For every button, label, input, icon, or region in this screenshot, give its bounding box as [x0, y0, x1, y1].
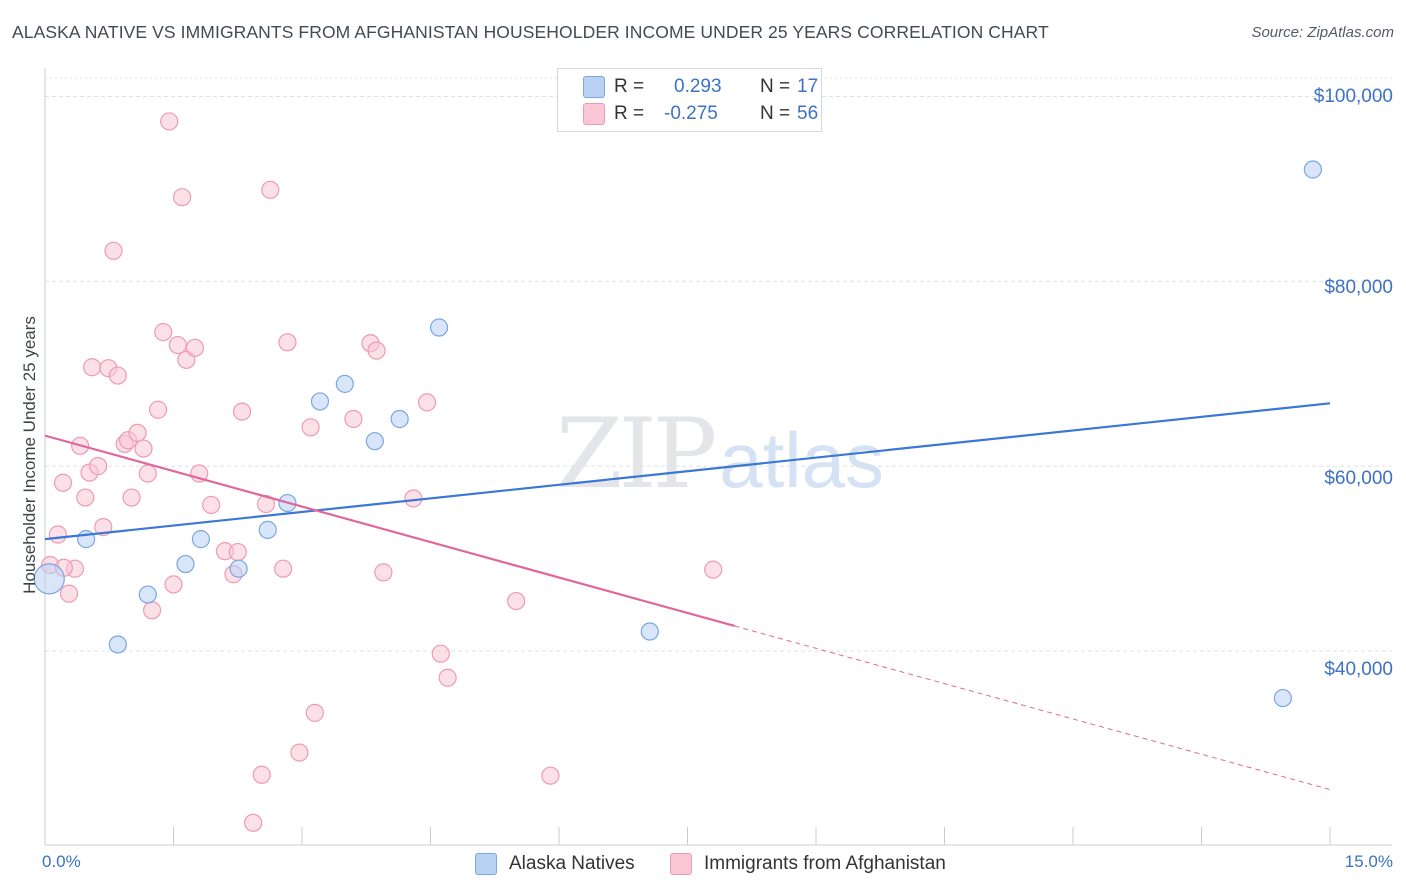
- alaska-native-point: [108, 635, 127, 654]
- afghanistan-point: [507, 591, 526, 611]
- afghanistan-point: [142, 601, 162, 620]
- alaska-legend-icon: [475, 853, 497, 875]
- alaska-trend-line: [44, 402, 1331, 541]
- y-axis-label: Householder Income Under 25 years: [20, 316, 39, 594]
- afghanistan-point: [417, 393, 437, 412]
- watermark: ZIPatlas: [556, 398, 884, 510]
- chart-title: ALASKA NATIVE VS IMMIGRANTS FROM AFGHANI…: [12, 22, 1049, 42]
- afghanistan-point: [541, 766, 560, 785]
- afghanistan-point: [104, 241, 123, 260]
- afghanistan-point: [274, 559, 293, 578]
- afghanistan-point: [278, 333, 297, 352]
- alaska-native-point: [335, 374, 354, 393]
- afghanistan-point: [252, 765, 271, 784]
- afghanistan-point: [48, 525, 67, 544]
- afghanistan-legend-icon: [670, 853, 692, 875]
- legend-n-label: N =: [760, 76, 791, 97]
- x-tick-label-max: 15.0%: [1344, 852, 1393, 871]
- afghanistan-point: [172, 188, 192, 207]
- alaska-native-point: [429, 318, 449, 337]
- x-tick-label-min: 0.0%: [42, 852, 81, 871]
- alaska-native-point: [229, 559, 248, 578]
- alaska-native-point: [640, 622, 659, 641]
- y-tick-label: $40,000: [1324, 659, 1393, 680]
- afghanistan-point: [89, 457, 108, 476]
- watermark-zip: ZIP: [556, 398, 717, 510]
- afghanistan-point: [160, 112, 179, 131]
- alaska-native-point: [33, 563, 65, 595]
- afghanistan-point: [134, 439, 153, 458]
- afghanistan-point: [128, 423, 147, 442]
- correlation-legend: R = 0.293 N = 17 R = -0.275 N = 56: [557, 68, 822, 132]
- alaska-native-point: [191, 530, 211, 549]
- afghanistan-point: [164, 575, 183, 594]
- alaska-swatch-icon: [583, 76, 605, 98]
- afghanistan-point: [122, 488, 141, 507]
- bottom-legend-item-afghanistan[interactable]: Immigrants from Afghanistan: [670, 852, 946, 876]
- afghanistan-point: [232, 402, 252, 421]
- afghanistan-point: [301, 418, 320, 437]
- afghanistan-point: [108, 366, 127, 385]
- bottom-legend-label: Alaska Natives: [509, 853, 635, 874]
- bottom-legend-label: Immigrants from Afghanistan: [704, 853, 946, 874]
- y-tick-label: $100,000: [1313, 86, 1393, 107]
- afghanistan-point: [185, 338, 205, 357]
- bottom-legend-item-alaska[interactable]: Alaska Natives: [475, 852, 635, 876]
- afghanistan-point: [228, 542, 247, 562]
- alaska-native-point: [310, 392, 330, 411]
- alaska-native-point: [1303, 160, 1322, 179]
- afghanistan-point: [148, 400, 168, 419]
- afghanistan-points: [41, 112, 723, 832]
- alaska-native-point: [176, 554, 195, 574]
- trend-lines: [44, 402, 1331, 791]
- afghanistan-point: [367, 341, 386, 360]
- afghanistan-point: [290, 743, 309, 762]
- afghanistan-point: [374, 563, 393, 582]
- alaska-native-point: [365, 432, 384, 451]
- afghanistan-point: [59, 584, 79, 603]
- legend-n-value: 17: [797, 76, 819, 97]
- afghanistan-point: [94, 518, 113, 537]
- afghanistan-point: [53, 473, 73, 492]
- afghanistan-trend-extension: [734, 625, 1331, 791]
- legend-r-value: 0.293: [674, 76, 722, 97]
- afghanistan-point: [138, 464, 157, 483]
- afghanistan-trend-line: [44, 434, 735, 628]
- afghanistan-point: [344, 409, 363, 429]
- legend-r-label: R =: [614, 103, 645, 124]
- legend-r-value: -0.275: [664, 103, 718, 124]
- afghanistan-point: [154, 323, 173, 342]
- afghanistan-point: [202, 495, 221, 515]
- alaska-native-point: [390, 409, 409, 429]
- legend-n-value: 56: [797, 103, 819, 124]
- legend-r-label: R =: [614, 76, 645, 97]
- source-credit: Source: ZipAtlas.com: [1251, 24, 1394, 41]
- y-tick-label: $80,000: [1324, 277, 1393, 298]
- legend-n-label: N =: [760, 103, 791, 124]
- afghanistan-point: [431, 644, 450, 663]
- afghanistan-point: [305, 703, 324, 722]
- y-tick-label: $60,000: [1324, 468, 1393, 489]
- axes-layer: [44, 68, 1392, 846]
- afghanistan-point: [168, 335, 187, 355]
- alaska-native-point: [258, 520, 277, 539]
- alaska-native-point: [138, 585, 157, 604]
- afghanistan-point: [704, 560, 723, 579]
- afghanistan-point: [83, 358, 102, 377]
- alaska-native-point: [1273, 688, 1292, 708]
- afghanistan-swatch-icon: [583, 103, 605, 125]
- afghanistan-point: [261, 180, 280, 199]
- afghanistan-point: [244, 813, 263, 832]
- afghanistan-point: [76, 488, 95, 507]
- alaska-native-points: [33, 160, 1322, 708]
- afghanistan-point: [438, 668, 457, 687]
